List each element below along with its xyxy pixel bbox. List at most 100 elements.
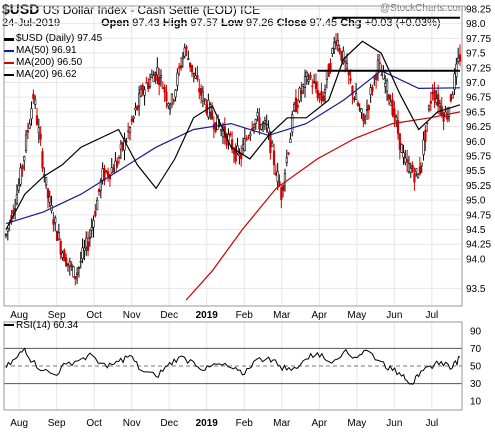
y-tick-label: 97.75 bbox=[466, 34, 491, 45]
candle-body bbox=[76, 272, 79, 275]
close-label: Close bbox=[276, 17, 307, 29]
candle-body bbox=[263, 120, 267, 124]
candle-body bbox=[167, 103, 170, 107]
candle-body bbox=[380, 74, 383, 76]
rsi-y-tick-label: 30 bbox=[470, 379, 482, 390]
rsi-line bbox=[5, 347, 461, 386]
candle-body bbox=[265, 123, 268, 126]
candle-body bbox=[194, 75, 197, 79]
candle-body bbox=[116, 160, 119, 167]
candle-body bbox=[342, 50, 345, 64]
y-tick-label: 95.0 bbox=[466, 196, 486, 207]
y-tick-label: 95.25 bbox=[466, 181, 491, 192]
y-tick-label: 98.0 bbox=[466, 19, 486, 30]
main-frame-rect bbox=[3, 5, 463, 307]
candle-body bbox=[34, 99, 37, 105]
candle-body bbox=[247, 136, 250, 139]
candle-body bbox=[376, 59, 380, 72]
candle-body bbox=[331, 48, 334, 54]
candle-body bbox=[59, 241, 62, 255]
candle-body bbox=[325, 70, 328, 80]
candle-body bbox=[447, 107, 451, 117]
candle-body bbox=[107, 171, 110, 177]
candle-body bbox=[123, 138, 126, 151]
candle-body bbox=[134, 107, 137, 111]
x-tick-label: Feb bbox=[236, 310, 254, 321]
y-tick-label: 93.5 bbox=[466, 284, 486, 295]
candle-body bbox=[457, 57, 460, 62]
rsi-x-tick-label: Sep bbox=[48, 418, 66, 429]
legend-ma200: MA(200) 96.50 bbox=[4, 57, 102, 69]
candle-body bbox=[183, 47, 186, 57]
candle-body bbox=[48, 196, 51, 203]
candle-body bbox=[32, 93, 35, 99]
candle-body bbox=[446, 115, 449, 120]
candle-body bbox=[302, 84, 305, 87]
candle-body bbox=[365, 109, 369, 112]
candle-body bbox=[396, 120, 400, 134]
candle-body bbox=[285, 157, 288, 164]
candle-body bbox=[353, 97, 356, 100]
price-candles bbox=[4, 33, 462, 286]
candle-body bbox=[236, 145, 239, 154]
x-tick-label: Oct bbox=[86, 310, 102, 321]
rsi-y-tick-label: 50 bbox=[470, 362, 482, 373]
candle-body bbox=[198, 88, 201, 93]
candle-body bbox=[158, 76, 161, 86]
candle-body bbox=[420, 162, 423, 167]
candle-body bbox=[210, 110, 214, 120]
y-tick-label: 97.0 bbox=[466, 78, 486, 89]
candle-body bbox=[258, 117, 261, 130]
candle-body bbox=[345, 62, 349, 70]
legend-ma50: MA(50) 96.91 bbox=[4, 45, 102, 57]
candle-body bbox=[196, 75, 199, 80]
candle-body bbox=[230, 139, 234, 150]
candle-body bbox=[391, 99, 394, 116]
candle-body bbox=[340, 51, 343, 61]
candle-body bbox=[318, 93, 321, 95]
rsi-x-tick-label: 2019 bbox=[196, 418, 219, 429]
candle-body bbox=[170, 93, 174, 105]
candle-body bbox=[449, 94, 452, 102]
rsi-x-tick-label: Dec bbox=[160, 418, 178, 429]
candle-body bbox=[45, 176, 48, 186]
candle-body bbox=[96, 199, 99, 211]
candle-body bbox=[276, 171, 279, 182]
candle-body bbox=[148, 79, 152, 87]
candle-body bbox=[358, 108, 361, 111]
candle-body bbox=[181, 56, 184, 59]
candle-body bbox=[90, 227, 93, 231]
candle-body bbox=[416, 173, 420, 179]
x-tick-label: Nov bbox=[123, 310, 141, 321]
rsi-lines bbox=[5, 347, 461, 386]
candle-body bbox=[176, 72, 179, 86]
candle-body bbox=[128, 127, 132, 134]
x-tick-label: Jul bbox=[425, 310, 438, 321]
candle-body bbox=[274, 172, 277, 176]
candle-body bbox=[364, 121, 367, 124]
candle-body bbox=[406, 159, 409, 163]
candle-body bbox=[427, 105, 431, 111]
candle-body bbox=[179, 65, 183, 69]
candle-body bbox=[63, 249, 66, 262]
candle-body bbox=[132, 116, 135, 119]
candle-body bbox=[117, 156, 121, 159]
legend-main-marker: ▬ bbox=[4, 33, 14, 44]
candle-body bbox=[234, 146, 237, 162]
candle-body bbox=[323, 89, 327, 93]
candle-body bbox=[316, 89, 319, 99]
candle-body bbox=[243, 138, 246, 151]
open-label: Open bbox=[101, 17, 130, 29]
candle-body bbox=[282, 185, 285, 192]
candle-body bbox=[46, 188, 50, 199]
candle-body bbox=[55, 230, 59, 241]
rsi-x-tick-label: May bbox=[347, 418, 366, 429]
candle-body bbox=[139, 89, 143, 97]
rsi-x-tick-label: Oct bbox=[86, 418, 102, 429]
candle-body bbox=[41, 151, 44, 169]
candle-body bbox=[15, 194, 19, 204]
chg-label: Chg bbox=[340, 17, 362, 29]
low-value: 97.26 bbox=[246, 17, 274, 29]
candle-body bbox=[338, 47, 341, 53]
candle-body bbox=[382, 71, 385, 80]
